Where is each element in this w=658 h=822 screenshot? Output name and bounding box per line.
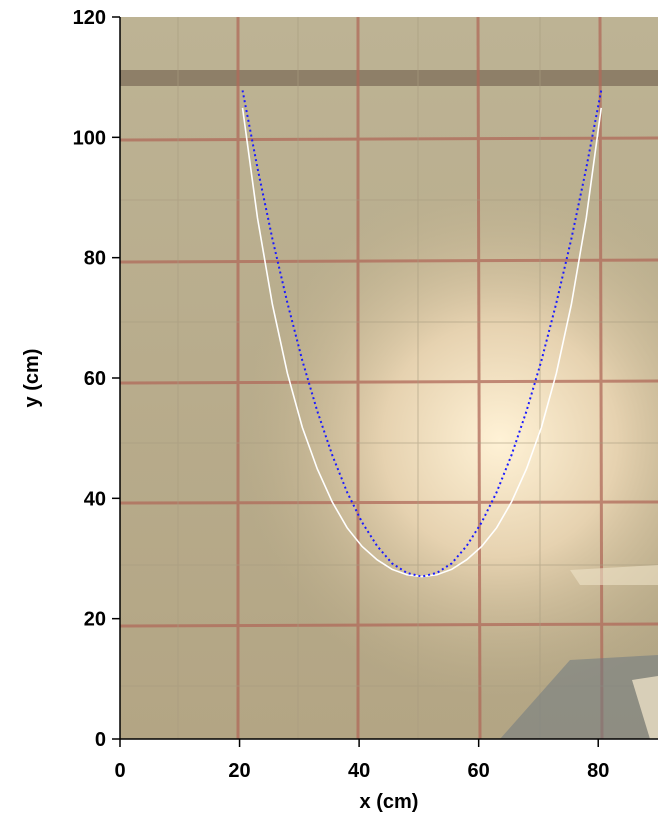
data-line: [241, 90, 603, 578]
y-axis-label: y (cm): [21, 349, 43, 408]
photo-background: [119, 16, 658, 740]
x-tick-label: 60: [468, 760, 490, 782]
y-tick-label: 120: [73, 7, 106, 29]
x-tick-label: 20: [228, 760, 250, 782]
y-tick-label: 20: [84, 609, 106, 631]
x-axis-label: x (cm): [360, 791, 419, 813]
x-tick-label: 40: [348, 760, 370, 782]
y-tick-label: 80: [84, 248, 106, 270]
y-tick-label: 100: [73, 127, 106, 149]
y-tick-label: 40: [84, 488, 106, 510]
y-tick-label: 60: [84, 368, 106, 390]
x-tick-label: 80: [587, 760, 609, 782]
data-line: [241, 107, 603, 578]
x-tick-label: 0: [114, 760, 125, 782]
y-tick-label: 0: [95, 729, 106, 751]
